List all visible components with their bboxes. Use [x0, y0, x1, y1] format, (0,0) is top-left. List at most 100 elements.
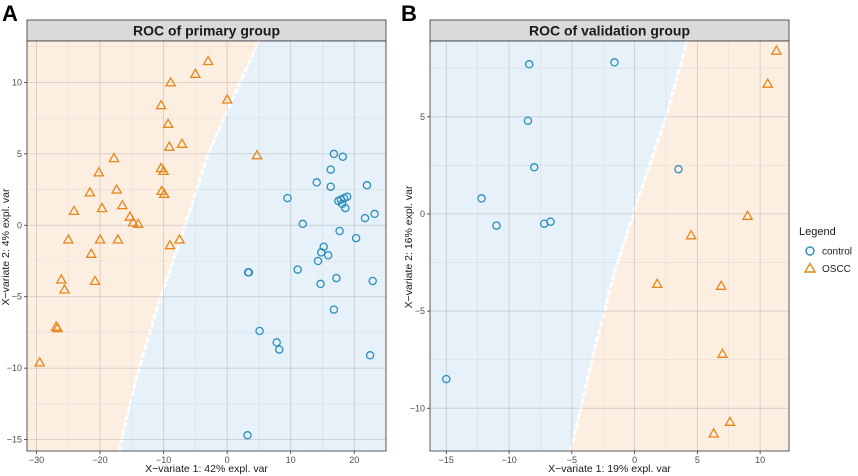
panel-b-series-oscc — [651, 44, 783, 438]
panel-b-y-axis-label: X−variate 2: 16% expl. var — [403, 185, 415, 308]
oscc-point — [116, 199, 129, 210]
panel-b-x-tick-label: −5 — [567, 455, 577, 465]
legend-control-label: control — [822, 247, 852, 258]
legend-oscc-label: OSCC — [822, 264, 851, 275]
panel-a-series-oscc — [33, 55, 263, 367]
oscc-point — [93, 166, 105, 177]
control-point — [332, 273, 341, 283]
control-point — [329, 305, 339, 314]
panel-b-x-tick-label: 0 — [632, 455, 637, 465]
control-point — [313, 256, 323, 266]
panel-a-x-tick-label: −20 — [92, 455, 107, 465]
oscc-point — [155, 99, 167, 110]
panel-a-title: ROC of primary group — [133, 23, 280, 39]
panel-a-region-oscc — [27, 41, 259, 451]
legend: Legend control OSCC — [799, 226, 852, 275]
panel-a-x-axis-label: X−variate 1: 42% expl. var — [145, 463, 268, 475]
control-point — [293, 265, 302, 274]
oscc-point — [685, 229, 697, 240]
panel-a-border — [26, 40, 387, 452]
oscc-point — [112, 233, 124, 244]
legend-control-marker — [805, 246, 815, 256]
panel-a-y-tick-label: 10 — [12, 77, 22, 87]
panel-a-label: A — [2, 1, 18, 26]
panel-b-title: ROC of validation group — [529, 23, 690, 39]
control-point — [362, 181, 372, 190]
oscc-point — [162, 117, 174, 128]
panel-a-decision-boundary — [117, 40, 261, 452]
control-point — [477, 194, 486, 203]
panel-b: B ROC of validation group −15 −10 −5 0 5 10−1… — [401, 1, 790, 475]
oscc-point — [58, 283, 71, 294]
control-point — [298, 219, 308, 229]
panel-b-decision-boundary — [569, 40, 689, 452]
panel-b-region-control — [430, 41, 688, 451]
control-point — [368, 276, 377, 286]
oscc-point — [163, 140, 176, 151]
oscc-point — [33, 356, 46, 367]
oscc-point — [85, 247, 97, 258]
panel-b-plot: −15 −10 −5 0 5 10 −10 −5 0 5 — [410, 40, 790, 465]
oscc-point — [89, 275, 101, 286]
control-point — [442, 374, 451, 384]
oscc-point — [108, 152, 120, 163]
oscc-point — [176, 137, 188, 148]
control-point — [335, 226, 344, 236]
oscc-point — [96, 202, 108, 213]
control-point — [326, 165, 335, 174]
oscc-point — [68, 205, 80, 216]
oscc-point — [741, 209, 754, 220]
oscc-point — [164, 76, 177, 87]
control-point — [610, 58, 619, 67]
oscc-point — [715, 279, 727, 290]
legend-oscc-marker — [803, 262, 817, 273]
control-point — [323, 251, 333, 260]
oscc-point — [651, 277, 663, 288]
panel-a-x-tick-label: 10 — [286, 455, 296, 465]
panel-a-gridlines — [27, 41, 387, 451]
oscc-point — [132, 217, 144, 228]
panel-b-x-tick-label: 10 — [755, 455, 765, 465]
control-point — [326, 182, 335, 191]
control-point — [341, 203, 350, 213]
control-point — [342, 192, 352, 201]
oscc-point — [761, 77, 774, 88]
panel-b-series-control — [442, 58, 683, 384]
panel-b-y-tick-label: 0 — [420, 209, 425, 219]
oscc-point — [716, 347, 729, 358]
oscc-point — [124, 210, 136, 221]
panel-b-y-tick-label: −10 — [410, 403, 425, 413]
control-point — [316, 279, 325, 289]
legend-title: Legend — [799, 226, 836, 238]
panel-a-series-control — [243, 149, 379, 440]
oscc-point — [127, 216, 139, 227]
panel-a: A ROC of primary group −30 −20 −10 0 10 20 −15… — [0, 1, 387, 475]
control-point — [272, 338, 281, 347]
oscc-point — [189, 67, 202, 78]
control-point — [275, 345, 284, 354]
oscc-point — [251, 149, 263, 160]
oscc-point — [221, 93, 233, 104]
oscc-point — [173, 233, 186, 244]
control-point — [255, 326, 264, 336]
control-point — [492, 221, 501, 230]
oscc-point — [84, 186, 96, 197]
oscc-point — [110, 183, 123, 194]
panel-a-plot: −30 −20 −10 0 10 20 −15 −10 −5 0 5 10 — [7, 40, 387, 465]
oscc-point — [62, 233, 75, 244]
control-point — [529, 163, 539, 172]
control-point — [312, 178, 321, 187]
control-point — [546, 217, 555, 226]
panel-a-y-tick-label: 0 — [17, 220, 22, 230]
panel-b-gridlines — [430, 41, 789, 451]
control-point — [244, 268, 254, 277]
control-point — [329, 149, 339, 159]
oscc-point — [51, 322, 64, 333]
panel-a-y-tick-label: −15 — [7, 435, 22, 445]
control-point — [360, 213, 370, 223]
oscc-point — [55, 273, 68, 284]
control-point — [523, 116, 533, 125]
panel-b-y-tick-label: −5 — [415, 306, 425, 316]
panel-b-x-axis-label: X−variate 1: 19% expl. var — [548, 463, 671, 475]
